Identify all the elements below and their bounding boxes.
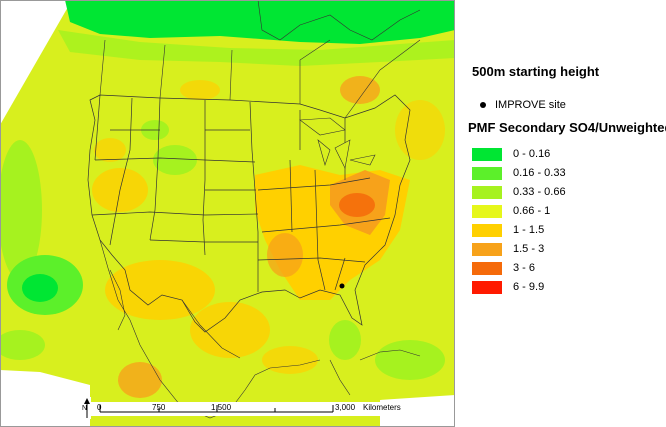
scale-bar: N 0 750 1,500 3,000 Kilometers (82, 397, 421, 419)
improve-site-marker (339, 283, 345, 289)
map-canvas: N 0 750 1,500 3,000 Kilometers (0, 0, 455, 427)
improve-site-legend: IMPROVE site (480, 99, 566, 111)
concentration-patches (0, 0, 455, 398)
legend-swatch (472, 186, 502, 199)
scale-tick-750: 750 (152, 403, 166, 412)
scale-tick-1500: 1,500 (211, 403, 232, 412)
legend-swatch (472, 262, 502, 275)
legend-swatch (472, 224, 502, 237)
legend-class-label: 0.16 - 0.33 (513, 167, 566, 179)
improve-site-label: IMPROVE site (495, 99, 566, 111)
legend-swatch (472, 148, 502, 161)
legend-panel: 500m starting height IMPROVE site PMF Se… (455, 0, 666, 427)
scale-tick-0: 0 (97, 403, 102, 412)
legend-class-label: 0.33 - 0.66 (513, 186, 566, 198)
scale-tick-3000: 3,000 (335, 403, 356, 412)
state-boundaries (87, 94, 411, 333)
starting-height-title: 500m starting height (472, 64, 600, 79)
scale-units: Kilometers (363, 403, 401, 412)
legend-class-label: 0.66 - 1 (513, 205, 551, 217)
site-dot-icon (480, 102, 486, 109)
legend-class-label: 1.5 - 3 (513, 243, 545, 255)
legend-swatch (472, 243, 502, 256)
canada-boundaries (99, 0, 421, 119)
legend-heading: PMF Secondary SO4/Unweighted (468, 120, 666, 135)
legend-class-label: 6 - 9.9 (513, 281, 545, 293)
north-arrow-label: N (82, 405, 87, 412)
legend-swatch (472, 167, 502, 180)
map-outside-left (0, 0, 72, 125)
legend-class-label: 3 - 6 (513, 262, 536, 274)
great-lakes (299, 117, 376, 169)
legend-swatch (472, 205, 502, 218)
legend-class-label: 0 - 0.16 (513, 148, 551, 160)
legend-class-label: 1 - 1.5 (513, 224, 545, 236)
map-outside-bottom (0, 370, 90, 427)
legend-swatch (472, 281, 502, 294)
